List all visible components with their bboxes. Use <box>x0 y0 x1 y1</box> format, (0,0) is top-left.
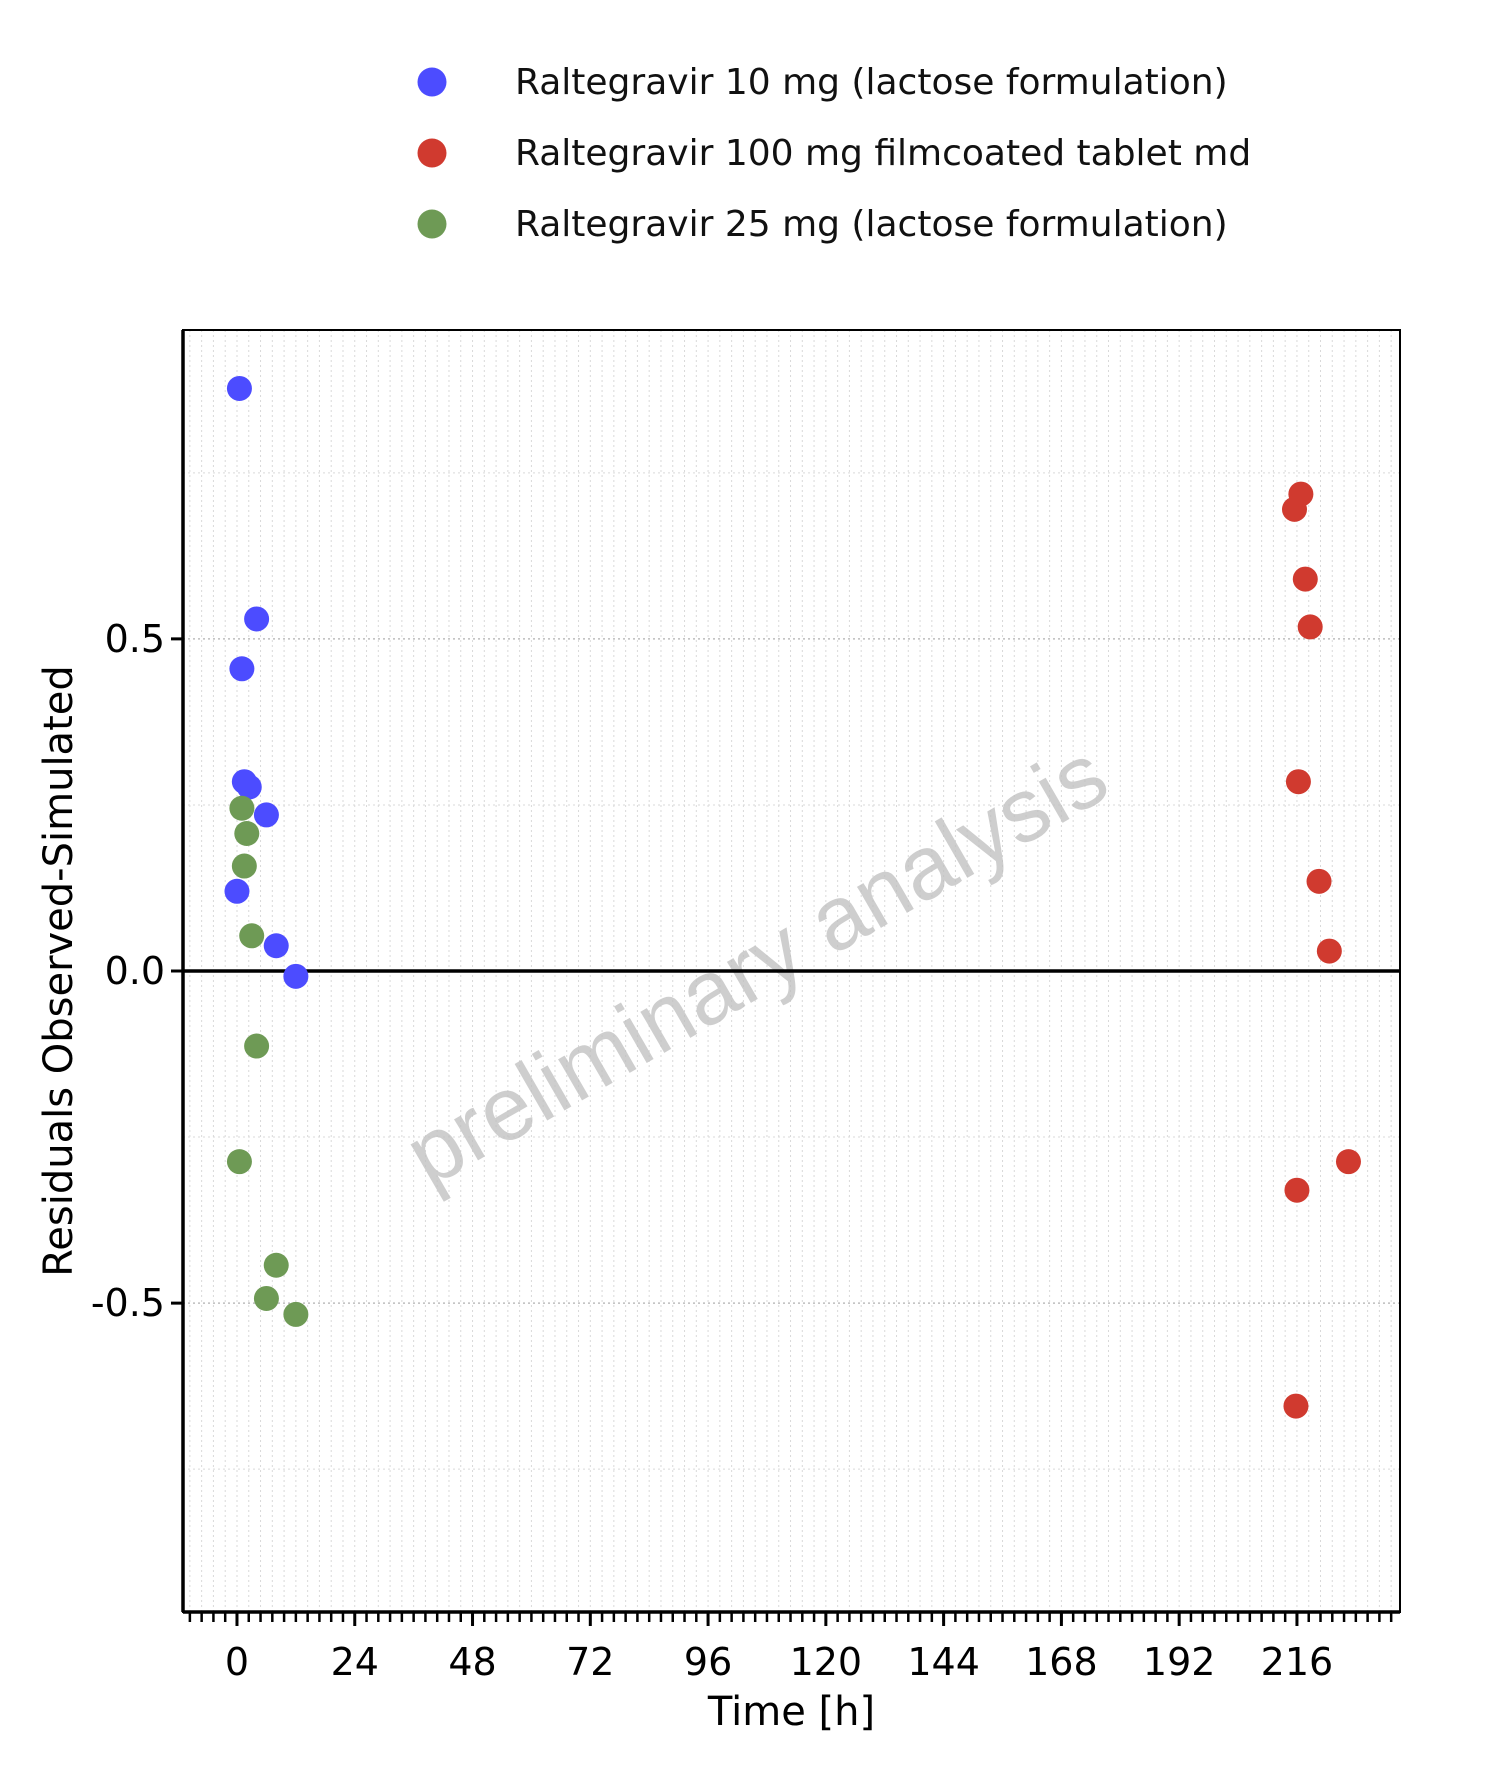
point-series-0 <box>244 606 270 632</box>
legend-label-0: Raltegravir 10 mg (lactose formulation) <box>515 62 1228 103</box>
x-tick-label: 216 <box>1261 1640 1334 1684</box>
point-series-2 <box>239 923 265 949</box>
point-series-2 <box>234 821 260 847</box>
x-tick-label: 120 <box>790 1640 863 1684</box>
point-series-0 <box>229 656 255 682</box>
legend-marker-1 <box>417 138 447 168</box>
point-series-2 <box>229 795 255 821</box>
legend-label-2: Raltegravir 25 mg (lactose formulation) <box>515 204 1228 245</box>
point-series-0 <box>226 375 252 401</box>
watermark-text: preliminary analysis <box>389 724 1123 1206</box>
point-series-1 <box>1297 614 1323 640</box>
point-series-0 <box>283 963 309 989</box>
point-series-0 <box>236 774 262 800</box>
x-tick-label: 72 <box>566 1640 614 1684</box>
point-series-1 <box>1285 769 1311 795</box>
point-series-2 <box>253 1285 279 1311</box>
point-series-2 <box>283 1301 309 1327</box>
y-tick-label: 0.5 <box>105 617 165 661</box>
point-series-2 <box>231 853 257 879</box>
x-tick-label: 144 <box>907 1640 980 1684</box>
x-axis-title: Time [h] <box>707 1689 875 1735</box>
point-series-0 <box>253 802 279 828</box>
point-series-2 <box>226 1149 252 1175</box>
x-tick-label: 24 <box>331 1640 379 1684</box>
y-tick-label: 0.0 <box>105 949 165 993</box>
legend-marker-0 <box>417 67 447 97</box>
point-series-1 <box>1306 868 1332 894</box>
point-series-2 <box>244 1033 270 1059</box>
point-series-1 <box>1292 566 1318 592</box>
point-series-1 <box>1288 481 1314 507</box>
point-series-0 <box>224 878 250 904</box>
x-tick-label: 96 <box>684 1640 732 1684</box>
point-series-1 <box>1284 1177 1310 1203</box>
point-series-1 <box>1335 1149 1361 1175</box>
data-points <box>224 375 1361 1419</box>
y-tick-label: -0.5 <box>91 1281 165 1325</box>
x-tick-label: 48 <box>448 1640 496 1684</box>
x-tick-label: 0 <box>225 1640 249 1684</box>
y-axis: -0.5 0.0 0.5 <box>91 617 183 1325</box>
legend-label-1: Raltegravir 100 mg filmcoated tablet md <box>515 133 1251 174</box>
plot-area: preliminary analysis 0 24 48 72 96 120 144 168 1… <box>91 329 1401 1684</box>
point-series-1 <box>1283 1393 1309 1419</box>
point-series-2 <box>263 1252 289 1278</box>
x-tick-label: 168 <box>1025 1640 1098 1684</box>
legend: Raltegravir 10 mg (lactose formulation) R… <box>417 62 1251 245</box>
point-series-1 <box>1316 938 1342 964</box>
y-axis-title: Residuals Observed-Simulated <box>36 665 82 1276</box>
x-axis: 0 24 48 72 96 120 144 168 192 216 <box>188 1612 1393 1684</box>
point-series-0 <box>263 933 289 959</box>
legend-marker-2 <box>417 209 447 239</box>
x-tick-label: 192 <box>1143 1640 1216 1684</box>
